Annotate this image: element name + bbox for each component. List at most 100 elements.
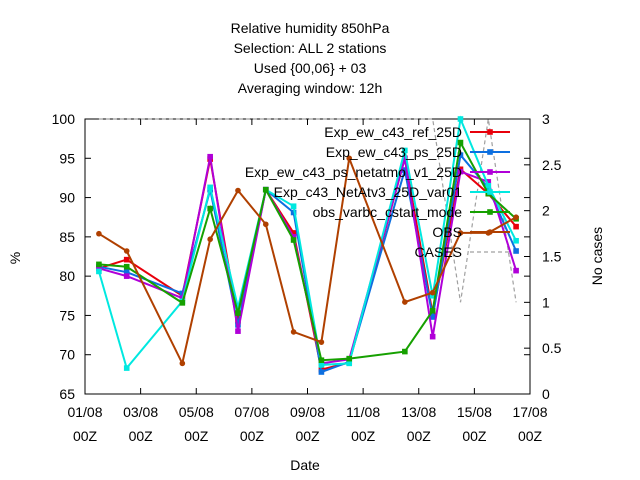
data-point bbox=[207, 184, 213, 191]
data-point bbox=[457, 168, 464, 175]
y-axis-label: % bbox=[7, 252, 23, 264]
x-tick-label-date: 13/08 bbox=[401, 404, 436, 420]
data-point bbox=[318, 362, 325, 368]
x-tick-label-date: 01/08 bbox=[67, 404, 102, 420]
data-point bbox=[485, 182, 492, 189]
y-tick-label: 100 bbox=[52, 111, 76, 127]
y2-tick-label: 0.5 bbox=[542, 340, 562, 356]
x-axis-label: Date bbox=[290, 457, 320, 473]
data-point bbox=[346, 155, 353, 162]
series-line bbox=[97, 115, 517, 371]
x-tick-label-date: 03/08 bbox=[123, 404, 158, 420]
plot-area-frame bbox=[84, 118, 531, 395]
legend-label: CASES bbox=[415, 244, 462, 260]
data-point bbox=[346, 360, 353, 367]
data-point bbox=[207, 153, 213, 160]
title-line-3: Used {00,06} + 03 bbox=[254, 60, 367, 76]
data-point bbox=[235, 328, 241, 334]
data-point bbox=[402, 299, 408, 305]
legend-label: obs_varbc_cstart_mode bbox=[313, 204, 463, 220]
data-point bbox=[123, 273, 130, 279]
data-point bbox=[179, 300, 186, 306]
data-point bbox=[513, 237, 519, 244]
legend-label: Exp_ew_c43_ref_25D bbox=[324, 124, 462, 140]
data-point bbox=[457, 139, 464, 146]
data-point bbox=[457, 230, 464, 236]
data-point bbox=[235, 304, 241, 311]
y2-tick-label: 2 bbox=[542, 203, 550, 219]
x-tick-label-date: 15/08 bbox=[457, 404, 492, 420]
series-line bbox=[98, 139, 517, 362]
x-tick-label-time: 00Z bbox=[240, 428, 265, 444]
x-tick-label-time: 00Z bbox=[184, 428, 209, 444]
legend-label: Exp_ew_c43_ps_netatmo_v1_25D bbox=[245, 164, 462, 180]
data-point bbox=[513, 248, 519, 254]
legend-label: Exp_ew_c43_ps_25D bbox=[326, 144, 462, 160]
data-point bbox=[123, 269, 130, 276]
data-point bbox=[179, 360, 186, 367]
x-tick-label-date: 07/08 bbox=[234, 404, 269, 420]
y2-axis-label: No cases bbox=[589, 227, 605, 285]
legend-marker bbox=[487, 229, 493, 235]
y2-tick-label: 3 bbox=[542, 111, 550, 127]
legend-marker bbox=[487, 129, 493, 135]
data-point bbox=[96, 268, 102, 275]
y2-axis: 0 0.5 1 1.5 2 2.5 3 bbox=[524, 111, 562, 402]
data-point bbox=[485, 179, 492, 185]
data-point bbox=[96, 261, 102, 268]
data-point bbox=[513, 267, 519, 274]
data-point bbox=[96, 265, 102, 272]
data-point bbox=[207, 236, 213, 243]
y-tick-label: 85 bbox=[59, 229, 75, 245]
series-lines bbox=[96, 115, 519, 375]
legend-label: Exp_c43_NetAtv3_25D_var01 bbox=[274, 184, 463, 200]
legend-marker bbox=[487, 189, 493, 195]
data-point bbox=[429, 333, 436, 340]
legend-marker bbox=[487, 169, 493, 175]
data-point bbox=[429, 307, 436, 314]
data-point bbox=[402, 167, 408, 173]
x-tick-label-time: 00Z bbox=[407, 428, 432, 444]
data-point bbox=[429, 289, 436, 296]
data-point bbox=[513, 214, 519, 221]
data-point bbox=[513, 223, 519, 230]
y-tick-label: 70 bbox=[59, 347, 75, 363]
y-tick-label: 65 bbox=[59, 386, 75, 402]
data-point bbox=[235, 310, 241, 316]
legend-marker bbox=[487, 209, 493, 215]
data-point bbox=[123, 365, 130, 371]
legend-label: OBS bbox=[432, 224, 462, 240]
data-point bbox=[123, 263, 130, 270]
data-point bbox=[402, 348, 408, 355]
data-point bbox=[318, 357, 325, 364]
data-point bbox=[318, 339, 325, 345]
x-tick-label-time: 00Z bbox=[73, 428, 98, 444]
data-point bbox=[290, 329, 297, 335]
y-tick-label: 90 bbox=[59, 190, 75, 206]
data-point bbox=[96, 230, 102, 237]
chart-title: Relative humidity 850hPa Selection: ALL … bbox=[231, 20, 390, 96]
data-point bbox=[262, 186, 269, 193]
data-point bbox=[235, 187, 241, 194]
series-line bbox=[98, 154, 517, 367]
y-tick-label: 95 bbox=[59, 150, 75, 166]
data-point bbox=[262, 221, 269, 228]
data-point bbox=[457, 152, 464, 158]
x-tick-label-date: 17/08 bbox=[512, 404, 547, 420]
data-point bbox=[123, 248, 130, 254]
data-point bbox=[290, 237, 297, 243]
y-axis: 65 70 75 80 85 90 95 100 bbox=[52, 111, 530, 402]
y2-tick-label: 2.5 bbox=[542, 157, 562, 173]
data-point bbox=[207, 205, 213, 212]
y2-tick-label: 1.5 bbox=[542, 249, 562, 265]
x-tick-label-time: 00Z bbox=[295, 428, 320, 444]
data-point bbox=[290, 230, 297, 236]
title-line-1: Relative humidity 850hPa bbox=[231, 20, 390, 36]
x-tick-label-date: 05/08 bbox=[179, 404, 214, 420]
data-point bbox=[402, 155, 408, 162]
data-point bbox=[402, 147, 408, 154]
data-point bbox=[318, 369, 325, 375]
data-point bbox=[290, 203, 297, 210]
title-line-2: Selection: ALL 2 stations bbox=[234, 40, 387, 56]
